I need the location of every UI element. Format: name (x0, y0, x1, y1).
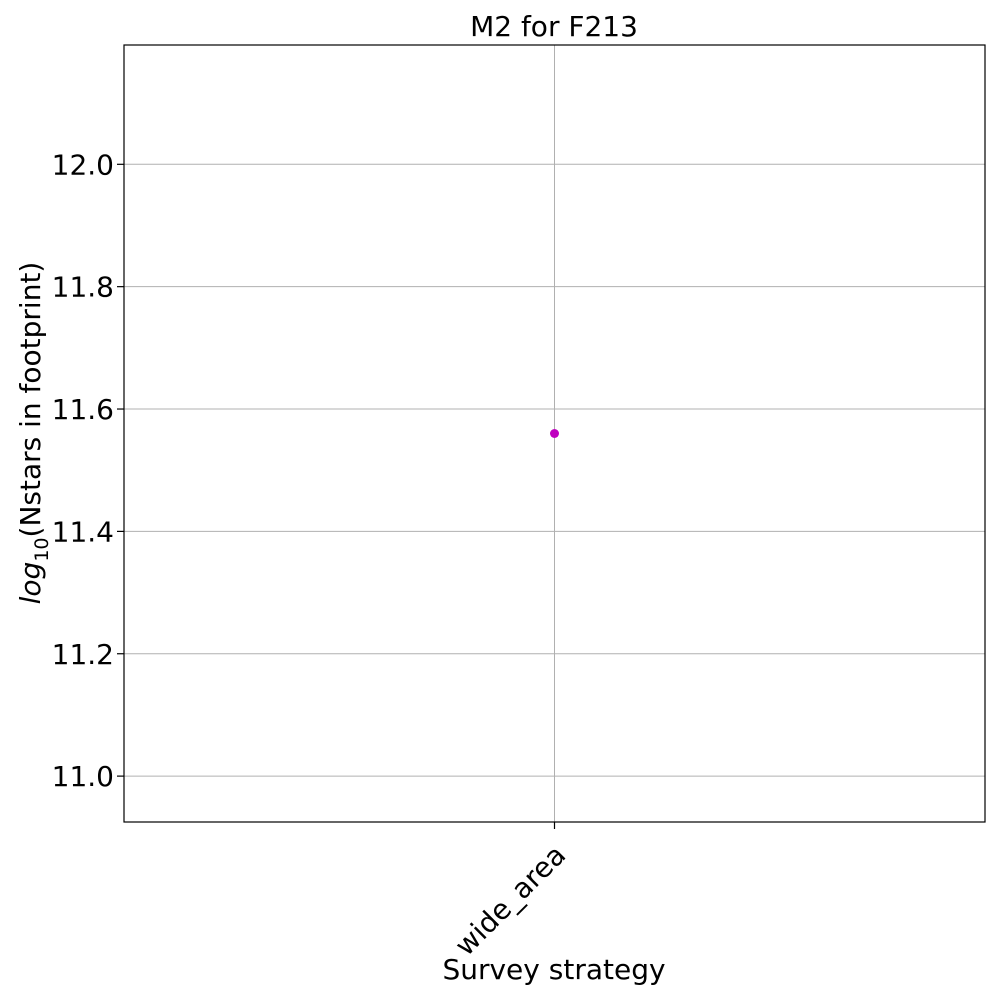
y-axis-label-subscript: 10 (31, 537, 53, 561)
y-tick-label: 11.4 (52, 515, 114, 548)
y-tick-label: 11.6 (52, 393, 114, 426)
y-tick-label: 11.2 (52, 638, 114, 671)
x-axis-label: Survey strategy (442, 953, 665, 986)
y-tick-label: 11.0 (52, 760, 114, 793)
y-axis-label-log: log (14, 562, 47, 605)
data-points (550, 429, 559, 438)
y-axis-label: log10(Nstars in footprint) (14, 262, 53, 605)
y-axis-ticks: 11.0 11.2 11.4 11.6 11.8 12.0 (52, 148, 124, 793)
x-axis-ticks: wide_area (448, 822, 572, 962)
y-tick-label: 11.8 (52, 271, 114, 304)
y-tick-label: 12.0 (52, 148, 114, 181)
data-point (550, 429, 559, 438)
chart-title: M2 for F213 (470, 10, 638, 43)
grid (124, 45, 985, 822)
y-axis-label-quantity: (Nstars in footprint) (14, 262, 47, 538)
x-tick-label: wide_area (448, 838, 572, 962)
